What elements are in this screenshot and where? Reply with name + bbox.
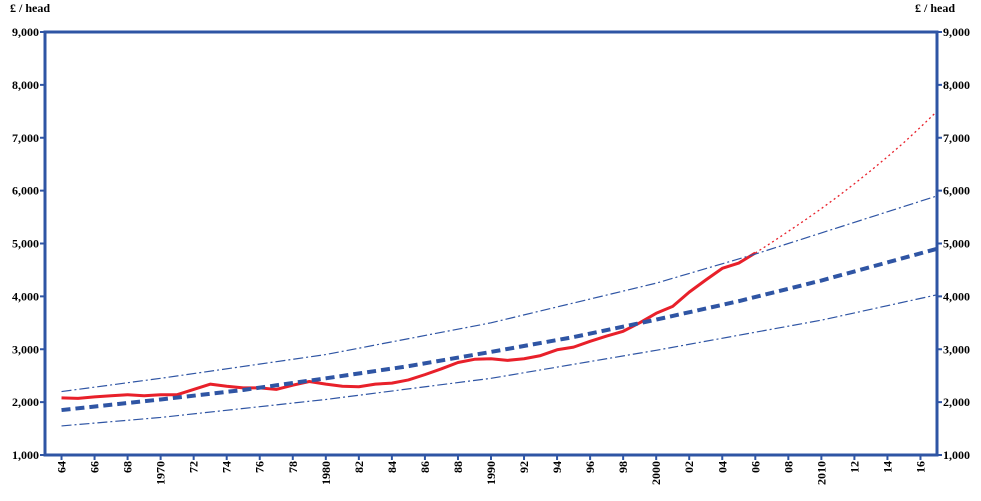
y2-axis-label: £ / head xyxy=(915,1,955,15)
y2-tick-label: 4,000 xyxy=(943,289,970,303)
x-tick-label: 14 xyxy=(880,461,894,473)
x-tick-label: 64 xyxy=(55,461,69,473)
y2-tick-label: 3,000 xyxy=(943,342,970,356)
x-tick-label: 08 xyxy=(781,461,795,473)
x-tick-label: 76 xyxy=(253,461,267,473)
x-tick-label: 1980 xyxy=(319,461,333,485)
x-tick-label: 94 xyxy=(550,461,564,473)
x-tick-label: 72 xyxy=(187,461,201,473)
y-tick-label: 1,000 xyxy=(12,448,39,462)
plot-frame xyxy=(43,30,939,457)
x-tick-label: 16 xyxy=(913,461,927,473)
y2-tick-label: 6,000 xyxy=(943,184,970,198)
x-tick-label: 86 xyxy=(418,461,432,473)
x-tick-label: 96 xyxy=(583,461,597,473)
y-tick-label: 6,000 xyxy=(12,184,39,198)
y-tick-label: 3,000 xyxy=(12,342,39,356)
x-tick-label: 84 xyxy=(385,461,399,473)
x-tick-label: 66 xyxy=(88,461,102,473)
series-line xyxy=(754,110,938,254)
y2-tick-label: 1,000 xyxy=(943,448,970,462)
x-tick-label: 78 xyxy=(286,461,300,473)
y-tick-label: 2,000 xyxy=(12,395,39,409)
x-tick-label: 1970 xyxy=(154,461,168,485)
x-tick-label: 68 xyxy=(121,461,135,473)
y2-tick-label: 5,000 xyxy=(943,237,970,251)
x-tick-label: 06 xyxy=(748,461,762,473)
y2-tick-label: 2,000 xyxy=(943,395,970,409)
series-line xyxy=(61,294,938,427)
y2-tick-label: 8,000 xyxy=(943,78,970,92)
series-line xyxy=(61,195,938,393)
x-tick-label: 98 xyxy=(616,461,630,473)
y-tick-label: 5,000 xyxy=(12,237,39,251)
y2-tick-label: 7,000 xyxy=(943,131,970,145)
x-tick-label: 74 xyxy=(220,461,234,473)
y-tick-label: 8,000 xyxy=(12,78,39,92)
x-tick-label: 82 xyxy=(352,461,366,473)
x-tick-label: 92 xyxy=(517,461,531,473)
series-line xyxy=(61,251,757,400)
y-tick-label: 4,000 xyxy=(12,289,39,303)
x-tick-label: 12 xyxy=(847,461,861,473)
x-tick-label: 04 xyxy=(715,461,729,473)
series-line xyxy=(61,246,938,413)
y-axis-label: £ / head xyxy=(10,1,50,15)
y2-tick-label: 9,000 xyxy=(943,25,970,39)
x-tick-label: 1990 xyxy=(484,461,498,485)
x-tick-label: 2000 xyxy=(649,461,663,485)
x-tick-label: 88 xyxy=(451,461,465,473)
x-tick-label: 02 xyxy=(682,461,696,473)
y-tick-label: 7,000 xyxy=(12,131,39,145)
x-tick-label: 2010 xyxy=(814,461,828,485)
y-tick-label: 9,000 xyxy=(12,25,39,39)
